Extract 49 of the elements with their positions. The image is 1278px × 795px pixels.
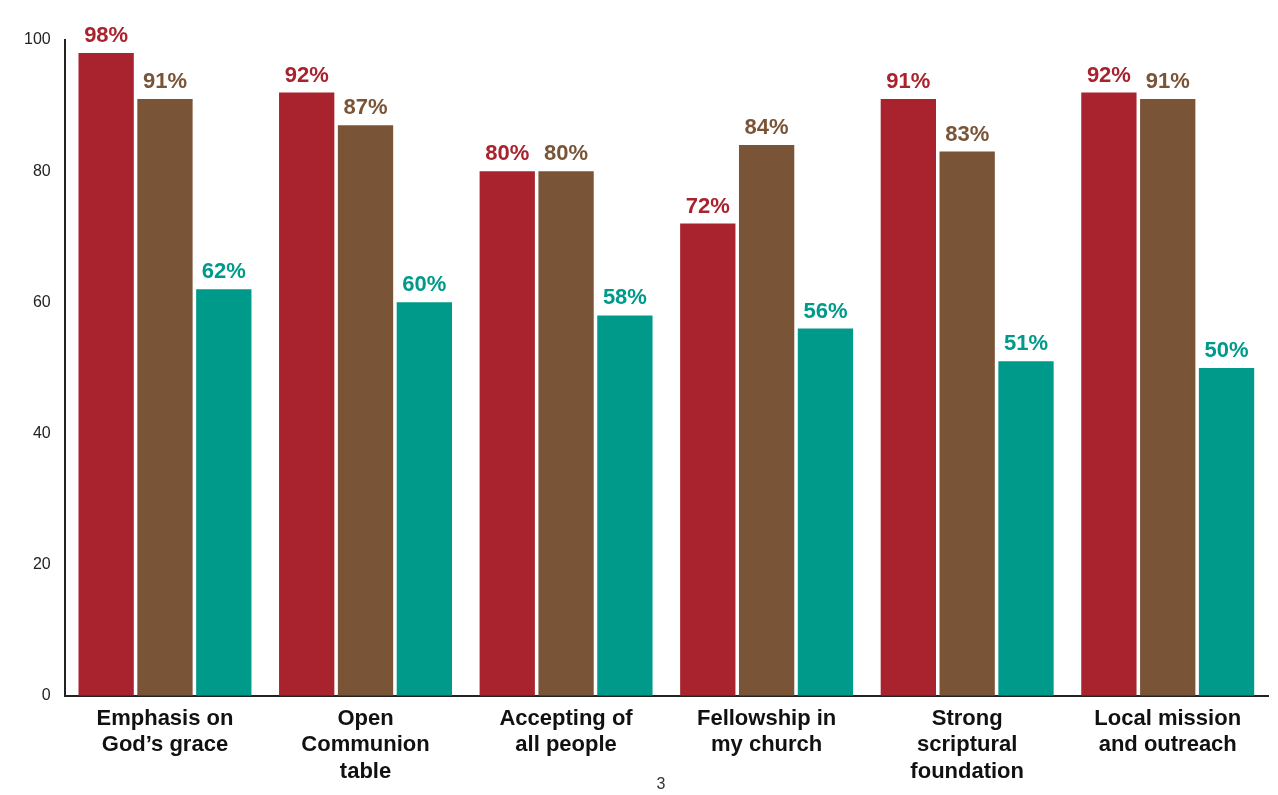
x-tick-label: Emphasis on God’s grace (96, 705, 234, 757)
bar (279, 92, 335, 696)
bar (998, 361, 1054, 696)
x-tick-label: Strong scriptural foundation (910, 705, 1024, 783)
x-tick-label: Local mission and outreach (1094, 705, 1242, 757)
bar (479, 171, 535, 696)
x-tick-label: Accepting of all people (499, 705, 634, 757)
data-label: 91% (1145, 68, 1190, 94)
data-label: 80% (544, 140, 589, 166)
bar (939, 151, 995, 696)
data-label: 62% (201, 258, 246, 284)
bar (196, 289, 252, 696)
data-label: 84% (744, 113, 789, 139)
data-label: 60% (402, 271, 447, 297)
bar (1081, 92, 1137, 696)
data-label: 87% (343, 94, 388, 120)
bar (680, 223, 736, 696)
data-label: 92% (1086, 61, 1131, 87)
bar (137, 99, 193, 696)
data-label: 50% (1204, 336, 1249, 362)
bar (396, 302, 452, 696)
data-label: 56% (803, 297, 848, 323)
bar (78, 53, 134, 696)
data-label: 72% (685, 192, 730, 218)
bar (880, 99, 936, 696)
y-tick-label: 100 (23, 30, 51, 48)
y-tick-label: 0 (41, 686, 51, 704)
data-label: 51% (1003, 330, 1049, 356)
bar (597, 315, 653, 696)
bar (1198, 367, 1255, 696)
data-label: 92% (284, 61, 329, 87)
x-tick-label: Fellowship in my church (696, 705, 837, 757)
data-label: 98% (84, 22, 129, 48)
text: 3 (656, 775, 666, 793)
bar (337, 125, 394, 696)
x-tick-label: Open Communion table (301, 705, 430, 783)
data-label: 58% (602, 284, 647, 310)
y-tick-label: 80 (32, 161, 51, 179)
y-tick-label: 60 (32, 292, 51, 310)
bar (738, 144, 795, 696)
bar (1140, 99, 1196, 696)
data-label: 83% (945, 120, 990, 146)
data-label: 80% (485, 140, 530, 166)
bar (797, 328, 854, 696)
bar (538, 171, 594, 696)
data-label: 91% (142, 68, 187, 94)
y-tick-label: 20 (32, 555, 51, 573)
y-tick-label: 40 (32, 423, 51, 441)
data-label: 91% (886, 68, 931, 94)
